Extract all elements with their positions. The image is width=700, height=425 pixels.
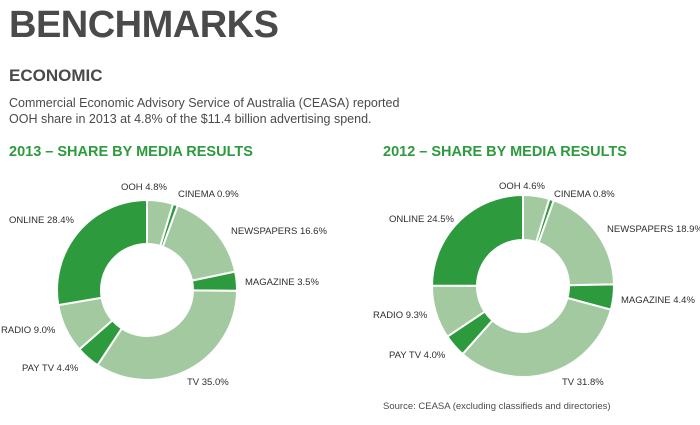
intro-line-1: Commercial Economic Advisory Service of …: [9, 96, 400, 110]
label-radio: RADIO 9.3%: [373, 310, 428, 321]
section-title: ECONOMIC: [9, 66, 103, 85]
chart-title-2012: 2012 – SHARE BY MEDIA RESULTS: [383, 144, 627, 160]
slice-tv: [96, 289, 239, 381]
chart-title-2013: 2013 – SHARE BY MEDIA RESULTS: [9, 144, 253, 160]
label-pay-tv: PAY TV 4.4%: [22, 363, 79, 374]
label-magazine: MAGAZINE 4.4%: [621, 295, 695, 306]
label-ooh: OOH 4.8%: [121, 182, 167, 193]
label-newspapers: NEWSPAPERS 16.6%: [231, 226, 327, 237]
label-radio: RADIO 9.0%: [1, 325, 56, 336]
source-note: Source: CEASA (excluding classifieds and…: [383, 401, 611, 412]
slice-tv: [461, 296, 613, 378]
label-pay-tv: PAY TV 4.0%: [389, 350, 446, 361]
slice-newspapers: [537, 199, 616, 287]
slice-online: [430, 193, 524, 287]
label-magazine: MAGAZINE 3.5%: [245, 277, 319, 288]
label-cinema: CINEMA 0.8%: [554, 189, 615, 200]
intro-text: Commercial Economic Advisory Service of …: [9, 95, 429, 127]
slice-online: [56, 198, 148, 307]
label-cinema: CINEMA 0.9%: [178, 189, 239, 200]
label-ooh: OOH 4.6%: [499, 181, 545, 192]
label-tv: TV 31.8%: [562, 377, 604, 388]
page-title: BENCHMARKS: [9, 4, 279, 46]
label-online: ONLINE 28.4%: [9, 215, 74, 226]
label-newspapers: NEWSPAPERS 18.9%: [607, 224, 700, 235]
label-tv: TV 35.0%: [187, 377, 229, 388]
label-online: ONLINE 24.5%: [389, 214, 454, 225]
intro-line-2: OOH share in 2013 at 4.8% of the $11.4 b…: [9, 112, 372, 126]
